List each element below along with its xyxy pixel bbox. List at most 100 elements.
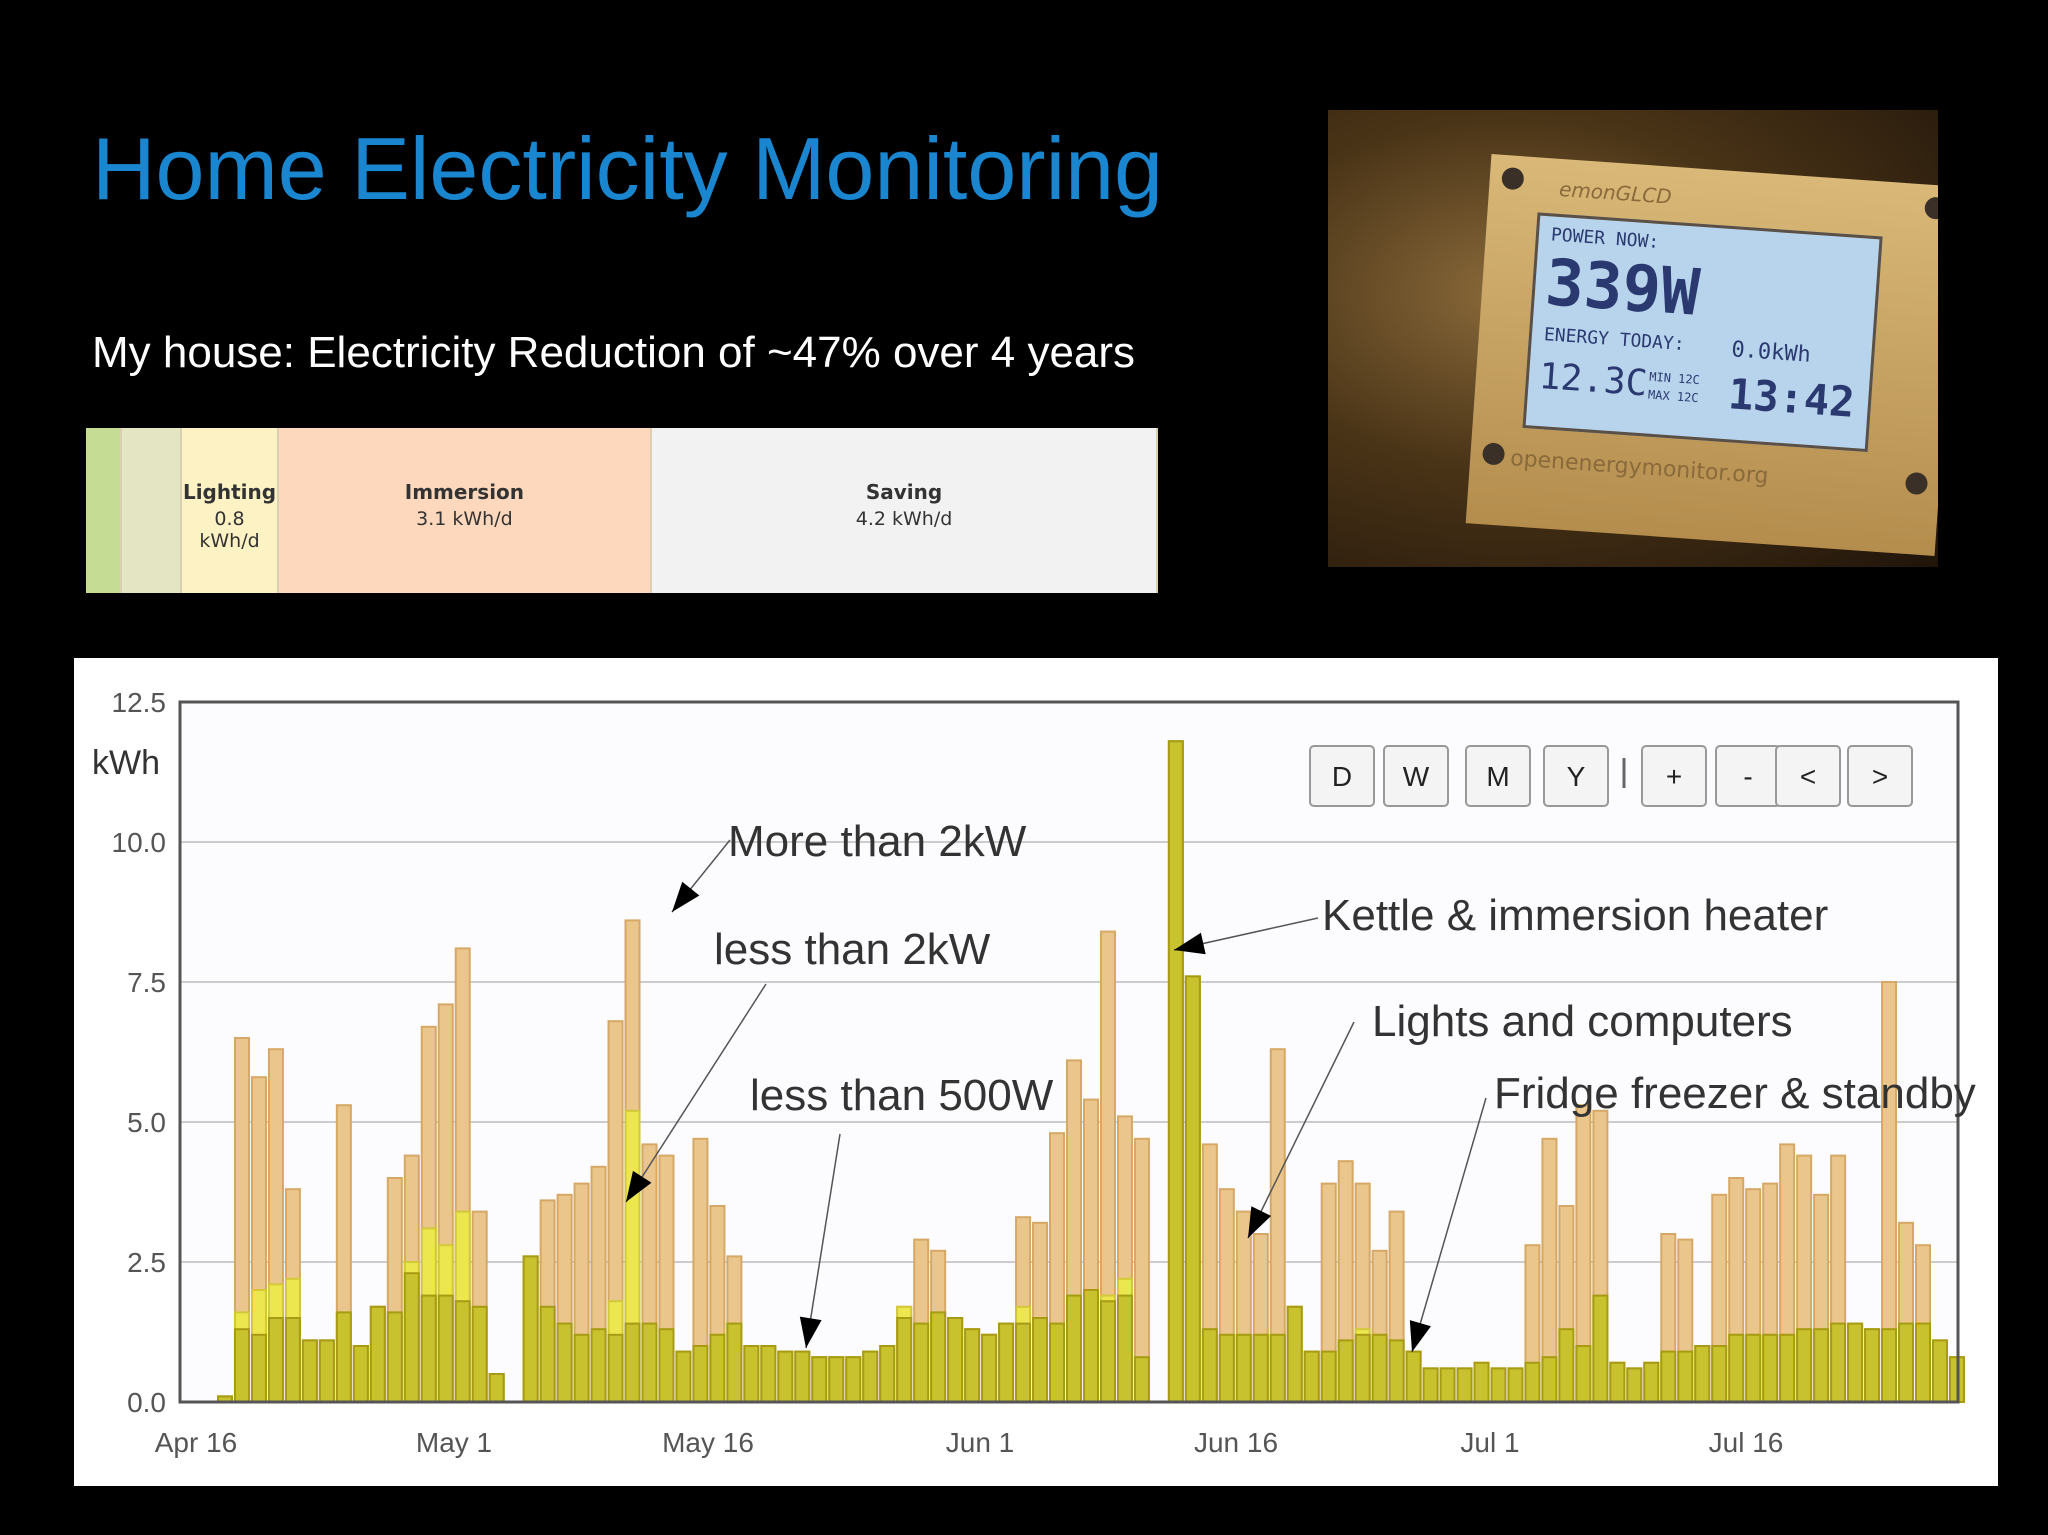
bar-less-than-500w: [1711, 1345, 1728, 1403]
bar-less-than-500w: [1015, 1322, 1032, 1403]
bar-less-than-500w: [573, 1333, 590, 1403]
button-label: M: [1486, 761, 1509, 792]
bar-less-than-500w: [811, 1356, 828, 1404]
bar-less-than-500w: [1066, 1294, 1082, 1403]
x-tick-label: Jun 1: [946, 1427, 1015, 1458]
chart-range-button-2[interactable]: M: [1465, 745, 1531, 807]
lcd-temperature: 12.3C: [1537, 355, 1649, 405]
bar-less-than-500w: [1830, 1322, 1847, 1403]
arrow-head-icon: [672, 881, 700, 912]
bar-less-than-500w: [1898, 1322, 1915, 1403]
bar-less-than-500w: [1320, 1350, 1337, 1403]
button-face: [1641, 745, 1707, 807]
bar-less-than-500w: [1422, 1367, 1439, 1404]
bar-less-than-500w: [930, 1311, 947, 1404]
lcd-energy-value: 0.0kWh: [1730, 337, 1812, 368]
bar-less-than-500w: [1337, 1339, 1354, 1404]
x-tick-label: May 1: [416, 1427, 492, 1458]
bar-less-than-500w: [437, 1294, 454, 1403]
bar-less-than-500w: [794, 1350, 811, 1403]
chart-range-button-1[interactable]: W: [1383, 745, 1449, 807]
bar-less-than-500w: [1439, 1367, 1456, 1404]
bar-less-than-500w: [1796, 1328, 1813, 1404]
bar-less-than-500w: [1286, 1305, 1303, 1403]
bar-less-than-500w: [335, 1311, 352, 1404]
x-tick-label: Apr 16: [155, 1427, 238, 1458]
bar-less-than-500w: [1575, 1345, 1592, 1403]
bar-less-than-500w: [1490, 1367, 1507, 1404]
bar-less-than-500w: [1252, 1333, 1269, 1403]
bar-less-than-500w: [267, 1317, 284, 1403]
arrow-head-icon: [799, 1316, 822, 1348]
bar-less-than-500w: [454, 1300, 471, 1404]
bar-less-than-500w: [1116, 1294, 1133, 1403]
screw-icon: [1924, 196, 1938, 220]
bar-less-than-500w: [1303, 1350, 1320, 1403]
chart-range-button-6[interactable]: <: [1775, 745, 1841, 807]
bar-less-than-500w: [1524, 1361, 1541, 1403]
bar-less-than-500w: [1931, 1339, 1948, 1404]
bar-less-than-500w: [1235, 1333, 1252, 1403]
bar-less-than-500w: [1643, 1361, 1660, 1403]
bar-less-than-500w: [1626, 1367, 1643, 1404]
bar-less-than-500w: [777, 1350, 794, 1403]
bar-less-than-500w: [828, 1356, 845, 1404]
breakdown-lighting-value: 0.8 kWh/d: [199, 508, 260, 552]
bar-less-than-500w: [522, 1255, 539, 1404]
breakdown-segment-green: [86, 428, 123, 593]
lcd-min-temp: MIN 12C: [1648, 369, 1701, 388]
lcd-screen: POWER NOW: 339W ENERGY TODAY: 0.0kWh 12.…: [1522, 212, 1883, 453]
button-face: [1465, 745, 1531, 807]
daily-energy-bar-chart: 0.0 2.5 5.0 7.5 10.0 12.5 Apr 16 May 1 May 16 Ju…: [92, 687, 1976, 1458]
arrow-head-icon: [1174, 932, 1206, 955]
bar-less-than-500w: [709, 1333, 726, 1403]
chart-range-button-3[interactable]: Y: [1543, 745, 1609, 807]
chart-annotation: Fridge freezer & standby: [1494, 1069, 1976, 1118]
y-tick-label: 12.5: [112, 687, 167, 718]
bar-less-than-500w: [403, 1272, 420, 1404]
chart-range-button-7[interactable]: >: [1847, 745, 1913, 807]
bar-less-than-500w: [1762, 1333, 1779, 1403]
bar-less-than-500w: [1269, 1333, 1286, 1403]
y-tick-label: 0.0: [127, 1387, 166, 1418]
bar-less-than-500w: [947, 1317, 964, 1403]
button-label: D: [1332, 761, 1352, 792]
bar-less-than-500w: [998, 1322, 1015, 1403]
bar-less-than-500w: [760, 1345, 777, 1403]
bar-less-than-500w: [250, 1333, 267, 1403]
bar-less-than-500w: [1541, 1356, 1558, 1404]
y-tick-label: 2.5: [127, 1247, 166, 1278]
breakdown-immersion-name: Immersion: [404, 480, 525, 504]
annotation-leader-line: [625, 983, 767, 1203]
breakdown-saving-value: 4.2 kWh/d: [855, 508, 953, 530]
bar-less-than-500w: [1677, 1350, 1694, 1403]
x-tick-label: Jul 1: [1460, 1427, 1519, 1458]
lcd-energy-label: ENERGY TODAY:: [1543, 324, 1686, 355]
chart-range-button-4[interactable]: +: [1641, 745, 1707, 807]
button-label: >: [1872, 761, 1888, 792]
bar-less-than-500w: [1779, 1333, 1796, 1403]
button-face: [1383, 745, 1449, 807]
bar-less-than-500w: [743, 1345, 760, 1403]
button-face: [1847, 745, 1913, 807]
arrow-head-icon: [626, 1170, 652, 1202]
bar-less-than-500w: [471, 1305, 488, 1403]
chart-range-button-0[interactable]: D: [1309, 745, 1375, 807]
bar-less-than-500w: [1507, 1367, 1524, 1404]
bar-less-than-500w: [318, 1339, 335, 1404]
bar-less-than-500w: [284, 1317, 301, 1403]
bar-less-than-500w: [896, 1317, 913, 1403]
button-face: [1775, 745, 1841, 807]
bar-less-than-500w: [1371, 1333, 1388, 1403]
slide-title: Home Electricity Monitoring: [92, 119, 1163, 218]
bar-less-than-500w: [1558, 1328, 1575, 1404]
lcd-max-temp: MAX 12C: [1647, 387, 1700, 406]
chart-range-button-5[interactable]: -: [1715, 745, 1781, 807]
x-tick-label: Jul 16: [1709, 1427, 1784, 1458]
device-brand: emonGLCD: [1558, 176, 1673, 209]
bar-less-than-500w: [1745, 1333, 1762, 1403]
lcd-power-value: 339W: [1543, 246, 1702, 331]
breakdown-segment-lighting: Lighting 0.8 kWh/d: [182, 428, 279, 593]
bar-less-than-500w: [1133, 1356, 1150, 1404]
annotation-leader-line: [805, 1133, 841, 1349]
